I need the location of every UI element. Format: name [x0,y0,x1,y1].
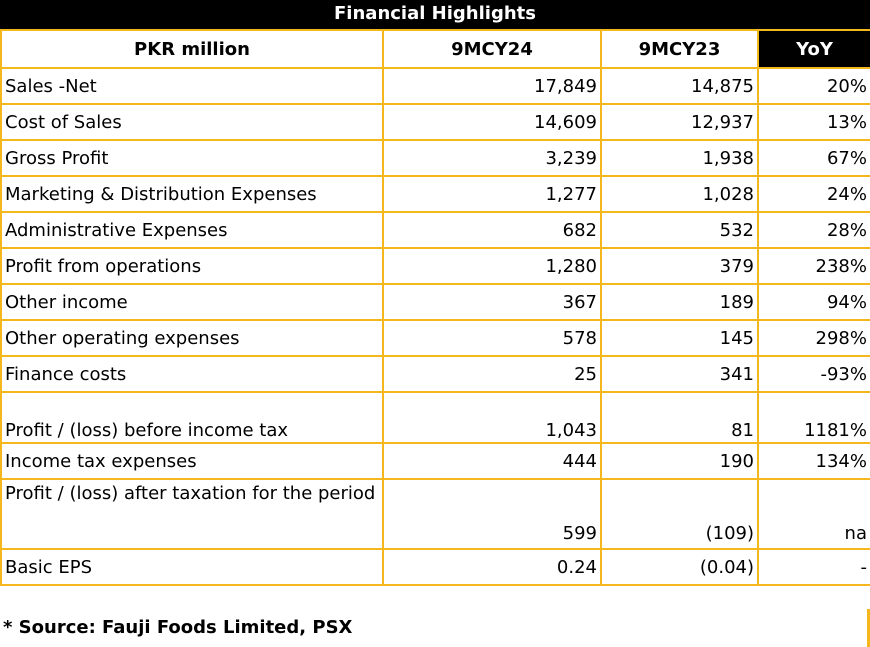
value-9mcy24: 1,043 [382,391,602,444]
row-label: Profit from operations [0,247,384,285]
value-9mcy23: 14,875 [600,67,759,105]
value-yoy: 24% [757,175,870,213]
header-9mcy24: 9MCY24 [382,29,602,69]
value-yoy: 298% [757,319,870,357]
table-row: Other income 367 189 94% [0,283,870,321]
row-label: Cost of Sales [0,103,384,141]
header-yoy: YoY [757,29,870,69]
value-9mcy24: 599 [382,478,602,550]
value-yoy: -93% [757,355,870,393]
value-yoy: 134% [757,442,870,480]
value-9mcy24: 14,609 [382,103,602,141]
row-label: Marketing & Distribution Expenses [0,175,384,213]
value-9mcy24: 0.24 [382,548,602,586]
value-9mcy23: 81 [600,391,759,444]
value-yoy: 1181% [757,391,870,444]
row-label: Gross Profit [0,139,384,177]
value-yoy: 28% [757,211,870,249]
row-label: Basic EPS [0,548,384,586]
row-label: Income tax expenses [0,442,384,480]
value-9mcy23: 1,028 [600,175,759,213]
value-9mcy23: 145 [600,319,759,357]
value-yoy: na [757,478,870,550]
row-label: Other operating expenses [0,319,384,357]
value-9mcy23: 12,937 [600,103,759,141]
table-row: Income tax expenses 444 190 134% [0,442,870,480]
value-9mcy24: 25 [382,355,602,393]
value-yoy: - [757,548,870,586]
source-note: * Source: Fauji Foods Limited, PSX [3,617,353,638]
table-row: Finance costs 25 341 -93% [0,355,870,393]
value-yoy: 67% [757,139,870,177]
header-unit: PKR million [0,29,384,69]
value-9mcy24: 3,239 [382,139,602,177]
value-yoy: 238% [757,247,870,285]
row-label: Administrative Expenses [0,211,384,249]
row-label: Other income [0,283,384,321]
value-9mcy23: 379 [600,247,759,285]
value-9mcy24: 444 [382,442,602,480]
value-9mcy24: 367 [382,283,602,321]
header-9mcy23: 9MCY23 [600,29,759,69]
table-title: Financial Highlights [0,0,870,29]
header-row: PKR million 9MCY24 9MCY23 YoY [0,29,870,69]
value-9mcy24: 578 [382,319,602,357]
value-9mcy23: 189 [600,283,759,321]
row-label: Profit / (loss) before income tax [0,391,384,444]
value-9mcy23: 1,938 [600,139,759,177]
table-row: Sales -Net 17,849 14,875 20% [0,67,870,105]
table-row: Basic EPS 0.24 (0.04) - [0,548,870,586]
value-9mcy23: 190 [600,442,759,480]
value-yoy: 13% [757,103,870,141]
row-label: Profit / (loss) after taxation for the p… [0,478,384,550]
table-row: Profit / (loss) before income tax 1,043 … [0,391,870,444]
table-row: Marketing & Distribution Expenses 1,277 … [0,175,870,213]
value-9mcy23: (109) [600,478,759,550]
value-9mcy23: 532 [600,211,759,249]
table-row: Cost of Sales 14,609 12,937 13% [0,103,870,141]
table-row: Administrative Expenses 682 532 28% [0,211,870,249]
value-yoy: 20% [757,67,870,105]
financial-table: PKR million 9MCY24 9MCY23 YoY Sales -Net… [0,29,870,586]
row-label: Finance costs [0,355,384,393]
table-row: Profit / (loss) after taxation for the p… [0,478,870,550]
value-9mcy24: 682 [382,211,602,249]
value-9mcy23: (0.04) [600,548,759,586]
value-9mcy23: 341 [600,355,759,393]
value-9mcy24: 17,849 [382,67,602,105]
table-row: Gross Profit 3,239 1,938 67% [0,139,870,177]
value-9mcy24: 1,277 [382,175,602,213]
value-yoy: 94% [757,283,870,321]
row-label: Sales -Net [0,67,384,105]
table-row: Other operating expenses 578 145 298% [0,319,870,357]
value-9mcy24: 1,280 [382,247,602,285]
source-border [867,609,870,647]
table-row: Profit from operations 1,280 379 238% [0,247,870,285]
